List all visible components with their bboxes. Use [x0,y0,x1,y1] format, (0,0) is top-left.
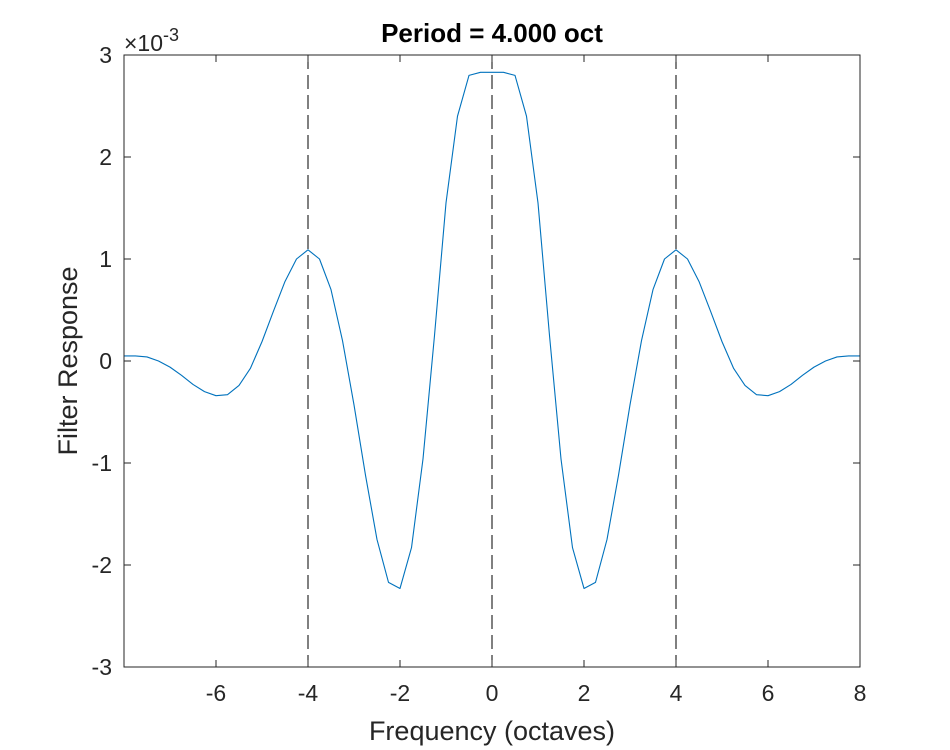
y-tick-label: 1 [99,246,112,272]
x-tick-label: 8 [854,680,867,706]
y-tick-label: 2 [99,144,112,170]
y-exponent-label: ×10-3 [124,25,179,56]
chart-title: Period = 4.000 oct [381,18,603,48]
x-axis-label: Frequency (octaves) [369,716,615,746]
x-tick-label: 6 [762,680,775,706]
y-exponent-base: ×10 [124,30,163,56]
x-tick-label: -6 [206,680,226,706]
y-tick-label: -1 [92,450,112,476]
y-tick-label: 3 [99,42,112,68]
y-axis-label: Filter Response [53,266,83,455]
x-tick-label: 2 [578,680,591,706]
x-tick-label: 4 [670,680,683,706]
y-tick-label: 0 [99,348,112,374]
x-tick-label: 0 [486,680,499,706]
tick-marks [124,54,861,668]
filter-response-line [124,71,860,590]
x-tick-label: -2 [390,680,410,706]
x-tick-label: -4 [298,680,319,706]
y-tick-label: -2 [92,552,112,578]
reference-lines [307,55,677,667]
axes-group [123,54,861,668]
y-tick-label: -3 [92,654,112,680]
y-exponent-power: -3 [163,25,179,45]
